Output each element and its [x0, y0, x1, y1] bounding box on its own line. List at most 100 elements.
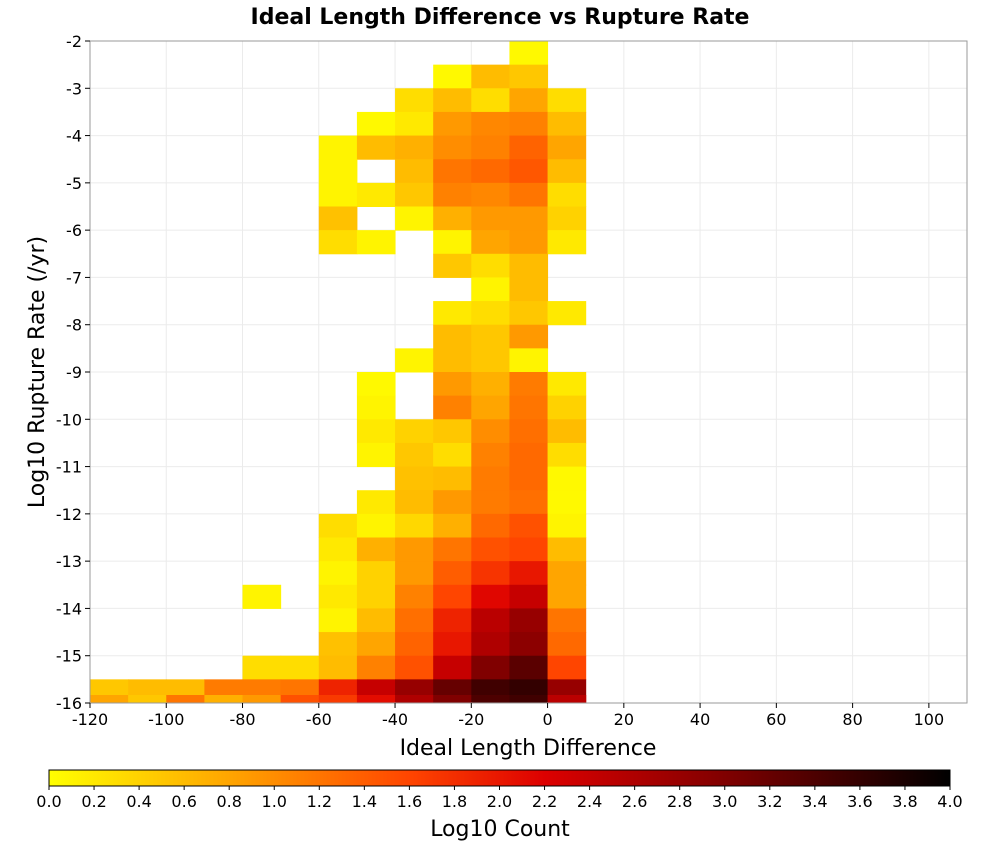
y-tick-label: -15: [56, 647, 82, 666]
heatmap-cell: [471, 348, 510, 373]
heatmap-cell: [356, 561, 396, 586]
heatmap-cell: [356, 442, 396, 468]
heatmap-cell: [547, 206, 587, 231]
heatmap-cell: [318, 135, 358, 160]
heatmap-cell: [433, 111, 472, 137]
heatmap-cell: [509, 695, 549, 703]
heatmap-cell: [471, 442, 510, 468]
heatmap-cell: [471, 301, 510, 326]
heatmap-cell: [318, 513, 358, 538]
heatmap-cell: [433, 64, 472, 89]
heatmap-cell: [471, 372, 510, 397]
heatmap-cell: [547, 490, 587, 515]
heatmap-cell: [547, 135, 587, 160]
heatmap-cell: [395, 655, 434, 680]
heatmap-cell: [509, 182, 549, 207]
heatmap-cell: [433, 466, 472, 491]
heatmap-cell: [509, 561, 549, 586]
heatmap-cell: [318, 206, 358, 231]
heatmap-cell: [471, 88, 510, 113]
x-tick-label: 0: [542, 710, 552, 729]
heatmap-cell: [433, 324, 472, 349]
colorbar-tick-label: 3.6: [847, 792, 872, 811]
heatmap-cell: [509, 64, 549, 89]
heatmap-cell: [356, 632, 396, 657]
heatmap-cell: [280, 695, 320, 703]
heatmap-cell: [471, 253, 510, 278]
heatmap-cell: [509, 513, 549, 538]
heatmap-cell: [547, 301, 587, 326]
heatmap-cell: [356, 111, 396, 137]
heatmap-cell: [395, 419, 434, 444]
heatmap-cell: [356, 419, 396, 444]
heatmap-cell: [395, 182, 434, 207]
heatmap-cell: [547, 655, 587, 680]
heatmap-cell: [433, 537, 472, 562]
heatmap-cell: [509, 159, 549, 184]
heatmap-cell: [395, 88, 434, 113]
heatmap-cell: [356, 182, 396, 207]
y-tick-label: -3: [66, 79, 82, 98]
y-tick-label: -7: [66, 268, 82, 287]
colorbar-tick-label: 2.4: [577, 792, 602, 811]
heatmap-cell: [509, 41, 549, 66]
heatmap-cell: [433, 695, 472, 703]
heatmap-cell: [471, 537, 510, 562]
y-tick-label: -5: [66, 174, 82, 193]
x-tick-label: -100: [148, 710, 184, 729]
y-tick-label: -9: [66, 363, 82, 382]
x-tick-label: -40: [382, 710, 408, 729]
heatmap-cell: [433, 182, 472, 207]
heatmap-cell: [547, 372, 587, 397]
heatmap-cell: [318, 182, 358, 207]
colorbar-tick-label: 0.4: [126, 792, 151, 811]
heatmap-cell: [471, 135, 510, 160]
heatmap-cell: [547, 419, 587, 444]
heatmap-cell: [356, 372, 396, 397]
heatmap-cell: [433, 561, 472, 586]
heatmap-cell: [90, 695, 129, 703]
heatmap-cell: [356, 655, 396, 680]
heatmap-cell: [509, 324, 549, 349]
x-axis-label: Ideal Length Difference: [400, 736, 657, 761]
heatmap-cell: [509, 584, 549, 609]
heatmap-cell: [509, 632, 549, 657]
heatmap-cell: [395, 206, 434, 231]
heatmap-cell: [242, 584, 282, 609]
heatmap-cell: [128, 695, 167, 703]
heatmap-cell: [433, 655, 472, 680]
colorbar-tick-label: 2.8: [667, 792, 692, 811]
heatmap-cell: [471, 513, 510, 538]
colorbar-tick-label: 2.0: [487, 792, 512, 811]
heatmap-cell: [433, 206, 472, 231]
heatmap-cell: [318, 584, 358, 609]
heatmap-cell: [433, 513, 472, 538]
heatmap-cell: [471, 490, 510, 515]
heatmap-cell: [471, 159, 510, 184]
y-tick-label: -14: [56, 599, 82, 618]
heatmap-cell: [395, 513, 434, 538]
heatmap-cell: [280, 655, 320, 680]
heatmap-cell: [471, 111, 510, 137]
heatmap-cell: [433, 348, 472, 373]
heatmap-cell: [547, 561, 587, 586]
heatmap-cell: [318, 655, 358, 680]
heatmap-cell: [318, 537, 358, 562]
heatmap-cell: [433, 301, 472, 326]
heatmap-cell: [471, 206, 510, 231]
heatmap-cell: [395, 159, 434, 184]
colorbar: [48, 769, 951, 787]
heatmap-cell: [547, 513, 587, 538]
heatmap-cell: [433, 632, 472, 657]
colorbar-tick-label: 0.8: [216, 792, 241, 811]
heatmap-cell: [395, 695, 434, 703]
heatmap-cell: [204, 695, 244, 703]
heatmap-cell: [395, 584, 434, 609]
heatmap-cell: [509, 372, 549, 397]
colorbar-tick-label: 2.2: [532, 792, 557, 811]
heatmap-cell: [356, 513, 396, 538]
colorbar-tick-label: 0.6: [171, 792, 196, 811]
heatmap-cell: [471, 632, 510, 657]
x-tick-label: -60: [306, 710, 332, 729]
heatmap-cell: [395, 442, 434, 468]
